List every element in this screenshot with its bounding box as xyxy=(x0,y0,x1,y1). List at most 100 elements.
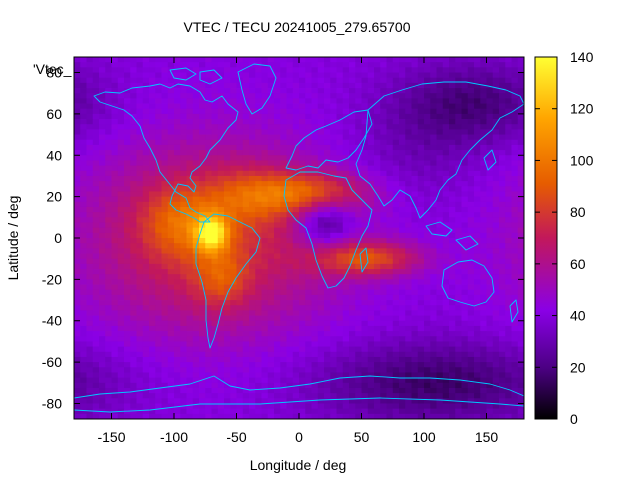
heatmap-cell xyxy=(361,108,369,115)
heatmap-cell xyxy=(205,134,212,141)
heatmap-cell xyxy=(261,387,269,394)
heatmap-cell xyxy=(374,382,381,389)
heatmap-cell xyxy=(336,165,344,172)
heatmap-cell xyxy=(242,88,250,94)
heatmap-cell xyxy=(499,108,506,115)
heatmap-cell xyxy=(392,124,400,130)
heatmap-cell xyxy=(192,362,200,368)
heatmap-cell xyxy=(517,113,524,120)
heatmap-cell xyxy=(355,310,362,316)
heatmap-cell xyxy=(299,346,306,353)
heatmap-cell xyxy=(86,351,94,358)
heatmap-cell xyxy=(86,191,94,198)
heatmap-cell xyxy=(217,387,225,394)
heatmap-cell xyxy=(161,124,169,130)
heatmap-cell xyxy=(230,98,237,104)
heatmap-cell xyxy=(205,82,212,89)
heatmap-cell xyxy=(99,98,106,104)
heatmap-cell xyxy=(124,305,131,311)
heatmap-cell xyxy=(211,62,219,68)
heatmap-cell xyxy=(186,212,194,218)
heatmap-cell xyxy=(461,331,469,337)
heatmap-cell xyxy=(342,217,350,223)
heatmap-cell xyxy=(230,382,237,389)
heatmap-cell xyxy=(292,351,300,358)
heatmap-cell xyxy=(505,175,512,182)
heatmap-cell xyxy=(336,248,344,254)
heatmap-cell xyxy=(449,408,456,415)
heatmap-cell xyxy=(99,212,106,218)
heatmap-cell xyxy=(124,67,131,73)
heatmap-cell xyxy=(417,403,425,410)
heatmap-cell xyxy=(249,93,256,99)
heatmap-cell xyxy=(486,341,494,347)
heatmap-cell xyxy=(411,274,419,280)
heatmap-cell xyxy=(380,341,387,347)
heatmap-cell xyxy=(117,372,125,379)
heatmap-cell xyxy=(130,294,137,301)
heatmap-cell xyxy=(330,98,337,104)
heatmap-cell xyxy=(199,413,206,419)
heatmap-cell xyxy=(461,305,469,311)
heatmap-cell xyxy=(261,393,269,399)
heatmap-cell xyxy=(517,248,524,254)
heatmap-cell xyxy=(149,279,156,285)
heatmap-cell xyxy=(417,217,425,223)
heatmap-cell xyxy=(161,336,169,342)
heatmap-cell xyxy=(136,382,144,389)
heatmap-cell xyxy=(242,77,250,84)
heatmap-cell xyxy=(180,88,187,94)
heatmap-cell xyxy=(280,165,287,172)
heatmap-cell xyxy=(461,232,469,239)
heatmap-cell xyxy=(492,103,500,110)
heatmap-cell xyxy=(274,377,281,384)
heatmap-cell xyxy=(167,155,175,161)
heatmap-cell xyxy=(392,103,400,110)
heatmap-cell xyxy=(217,77,225,84)
heatmap-cell xyxy=(142,408,150,415)
heatmap-cell xyxy=(192,77,200,84)
heatmap-cell xyxy=(105,217,112,223)
heatmap-cell xyxy=(80,98,87,104)
heatmap-cell xyxy=(374,103,381,110)
heatmap-cell xyxy=(274,300,281,306)
heatmap-cell xyxy=(349,165,356,172)
heatmap-cell xyxy=(199,139,206,146)
heatmap-cell xyxy=(292,62,300,68)
heatmap-cell xyxy=(317,408,325,415)
heatmap-cell xyxy=(192,346,200,353)
heatmap-cell xyxy=(242,248,250,254)
heatmap-cell xyxy=(342,155,350,161)
heatmap-cell xyxy=(174,72,181,79)
heatmap-cell xyxy=(105,377,112,384)
heatmap-cell xyxy=(149,248,156,254)
heatmap-cell xyxy=(486,403,494,410)
heatmap-cell xyxy=(374,258,381,265)
heatmap-cell xyxy=(180,279,187,285)
heatmap-cell xyxy=(324,253,331,260)
heatmap-cell xyxy=(317,186,325,192)
heatmap-cell xyxy=(205,351,212,358)
heatmap-cell xyxy=(405,150,412,156)
heatmap-cell xyxy=(186,222,194,229)
heatmap-cell xyxy=(255,403,262,410)
heatmap-cell xyxy=(417,103,425,110)
heatmap-cell xyxy=(80,248,87,254)
heatmap-cell xyxy=(517,201,524,208)
heatmap-cell xyxy=(474,119,481,125)
heatmap-cell xyxy=(149,367,156,373)
heatmap-cell xyxy=(117,393,125,399)
heatmap-cell xyxy=(317,372,325,379)
heatmap-cell xyxy=(449,382,456,389)
heatmap-cell xyxy=(211,72,219,79)
heatmap-cell xyxy=(299,232,306,239)
heatmap-cell xyxy=(380,331,387,337)
heatmap-cell xyxy=(311,362,319,368)
heatmap-cell xyxy=(149,72,156,79)
heatmap-cell xyxy=(211,103,219,110)
heatmap-cell xyxy=(74,398,81,404)
heatmap-cell xyxy=(474,284,481,291)
heatmap-cell xyxy=(480,186,487,192)
heatmap-cell xyxy=(230,351,237,358)
heatmap-cell xyxy=(255,88,262,94)
